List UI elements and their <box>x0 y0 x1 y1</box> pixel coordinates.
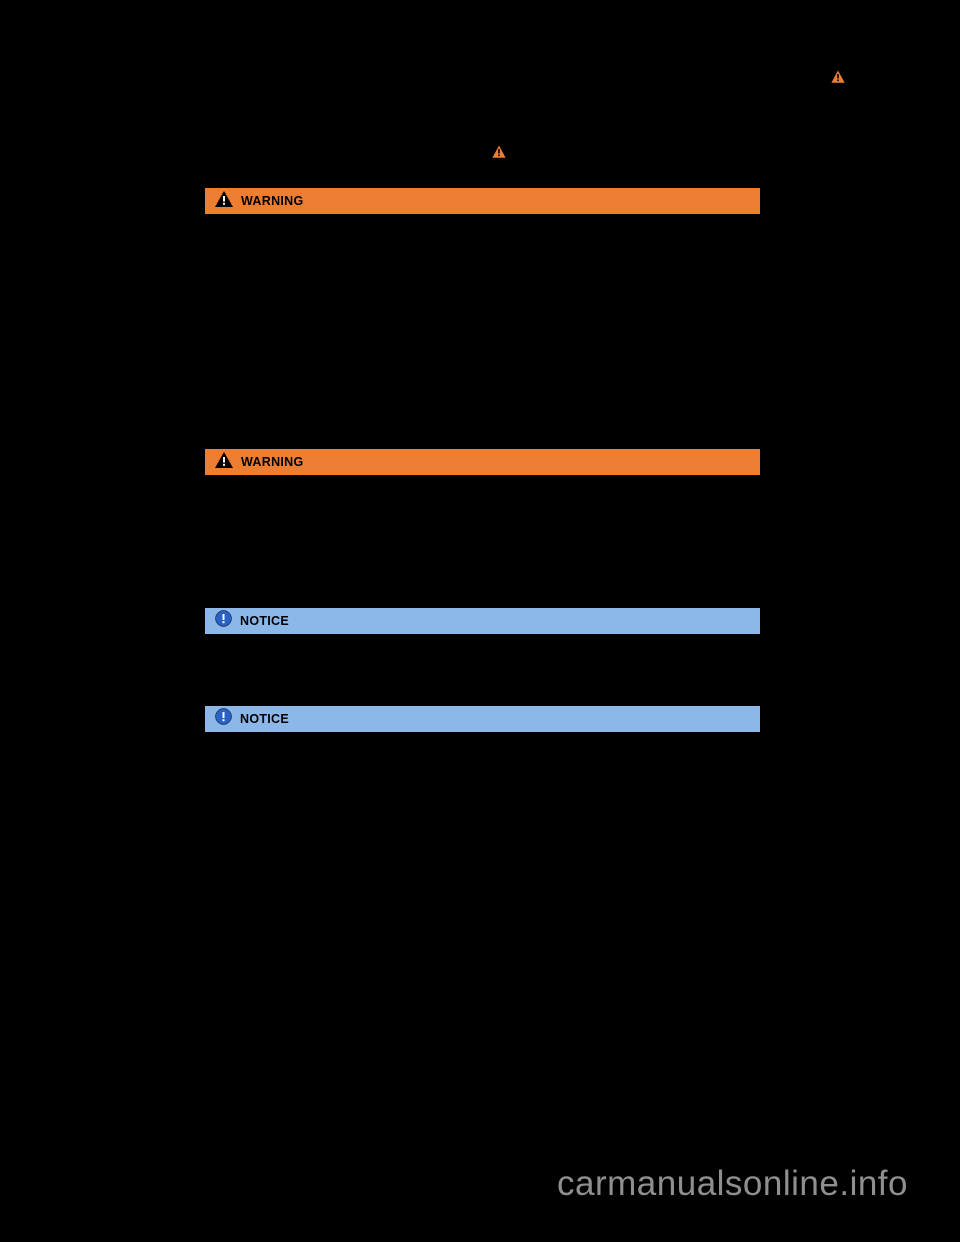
notice-label: NOTICE <box>240 614 289 628</box>
notice-circle-icon <box>215 708 232 730</box>
warning-callout: WARNING <box>205 188 760 214</box>
warning-triangle-icon <box>215 191 233 212</box>
warning-triangle-icon <box>215 452 233 473</box>
watermark-text: carmanualsonline.info <box>557 1164 908 1204</box>
notice-circle-icon <box>215 610 232 632</box>
warning-label: WARNING <box>241 455 304 469</box>
page-container: WARNING WARNING NOTICE <box>0 0 960 1242</box>
warning-label: WARNING <box>241 194 304 208</box>
warning-callout: WARNING <box>205 449 760 475</box>
warning-triangle-icon <box>831 70 845 88</box>
notice-label: NOTICE <box>240 712 289 726</box>
warning-triangle-icon <box>492 145 506 163</box>
notice-callout: NOTICE <box>205 706 760 732</box>
notice-callout: NOTICE <box>205 608 760 634</box>
